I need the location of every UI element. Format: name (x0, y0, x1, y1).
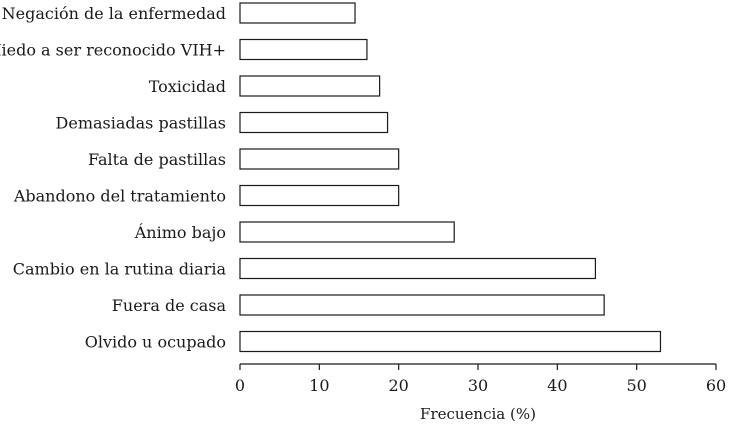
bar (239, 330, 662, 353)
bar (239, 294, 605, 316)
x-tick-label: 10 (309, 376, 329, 395)
bar (239, 184, 400, 207)
category-label: Ánimo bajo (134, 222, 226, 242)
category-label: Fuera de casa (112, 296, 227, 315)
category-label: Cambio en la rutina diaria (13, 260, 227, 279)
x-tick-label: 20 (388, 376, 408, 395)
category-label: Miedo a ser reconocido VIH+ (0, 41, 226, 60)
bars-group (239, 2, 662, 353)
category-labels: Negación de la enfermedad Miedo a ser rec… (0, 4, 226, 352)
x-tick-label: 0 (235, 376, 245, 395)
bar (239, 75, 381, 97)
x-axis-title: Frecuencia (%) (420, 405, 536, 423)
bar (239, 257, 597, 280)
category-label: Negación de la enfermedad (2, 4, 226, 23)
bar (239, 111, 389, 134)
category-label: Abandono del tratamiento (13, 187, 226, 206)
bar (239, 38, 368, 61)
bar (239, 221, 455, 243)
x-tick-label: 40 (547, 376, 567, 395)
x-axis-ticks: 0 10 20 30 40 50 60 (235, 364, 726, 395)
bar (239, 148, 400, 170)
bar (239, 2, 356, 24)
x-tick-label: 30 (468, 376, 488, 395)
category-label: Demasiadas pastillas (56, 114, 226, 133)
category-label: Falta de pastillas (88, 150, 226, 169)
x-tick-label: 50 (626, 376, 646, 395)
x-tick-label: 60 (706, 376, 726, 395)
category-label: Toxicidad (149, 77, 226, 96)
category-label: Olvido u ocupado (85, 333, 226, 352)
